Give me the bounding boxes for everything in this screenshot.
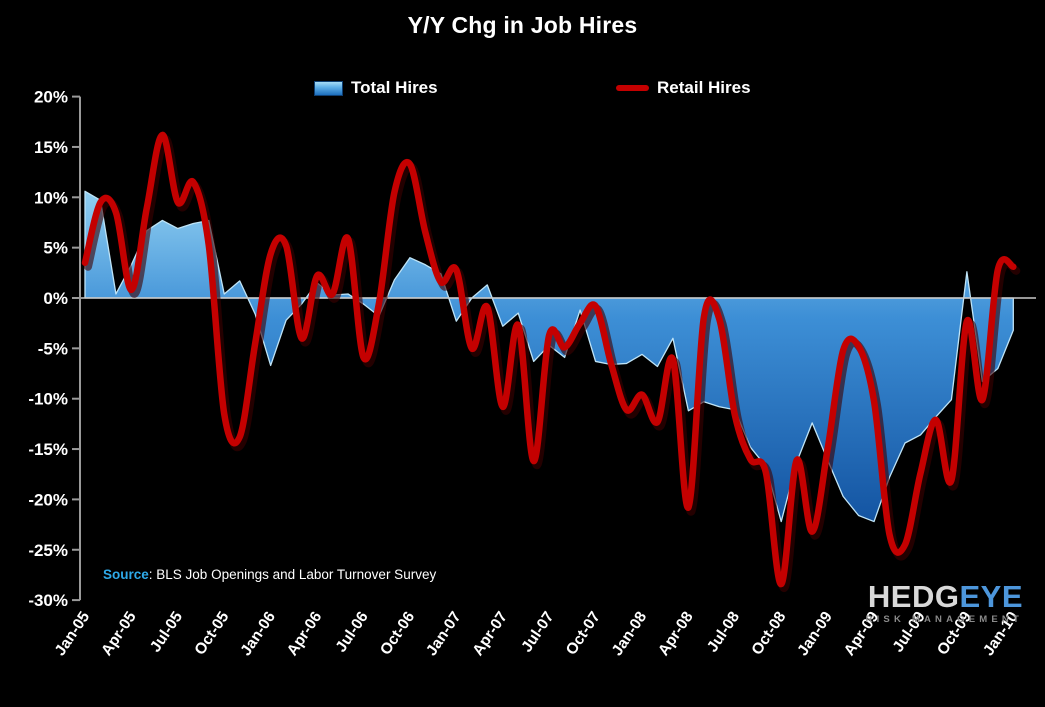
- y-tick-label: 15%: [34, 138, 68, 157]
- x-tick-label: Jul-08: [704, 608, 743, 655]
- logo-subtitle: RISK MANAGEMENT: [865, 614, 1023, 625]
- x-tick-label: Apr-06: [284, 608, 326, 659]
- legend-total-label: Total Hires: [351, 78, 438, 97]
- x-tick-label: Oct-07: [563, 609, 604, 659]
- y-tick-label: -30%: [28, 591, 68, 610]
- hedgeye-logo: HEDGEYE RISK MANAGEMENT: [858, 581, 1023, 625]
- logo-eye: EYE: [959, 579, 1023, 614]
- total-hires-swatch-icon: [314, 80, 343, 96]
- y-tick-label: 0%: [43, 289, 68, 308]
- x-tick-label: Jul-05: [147, 608, 186, 655]
- x-tick-label: Oct-05: [191, 608, 232, 658]
- x-tick-label: Jan-07: [423, 609, 465, 659]
- logo-hedg: HEDG: [867, 579, 960, 614]
- x-tick-label: Jul-06: [333, 608, 372, 655]
- x-tick-label: Apr-05: [98, 608, 140, 659]
- y-tick-label: 5%: [43, 239, 68, 258]
- retail-hires-swatch-icon: [616, 85, 649, 91]
- y-tick-label: 20%: [34, 88, 68, 107]
- x-tick-label: Apr-08: [655, 608, 697, 659]
- x-tick-label: Jan-08: [609, 608, 651, 659]
- y-tick-label: -25%: [28, 541, 68, 560]
- y-tick-label: -15%: [28, 440, 68, 459]
- y-tick-label: -5%: [38, 339, 68, 358]
- legend-retail-label: Retail Hires: [657, 78, 751, 97]
- legend-item-retail-hires: Retail Hires: [616, 78, 751, 98]
- x-tick-label: Jan-05: [52, 608, 94, 659]
- x-tick-label: Jan-06: [237, 608, 279, 659]
- source-label: Source: [103, 567, 149, 582]
- legend-item-total-hires: Total Hires: [314, 78, 438, 98]
- y-tick-label: -20%: [28, 490, 68, 509]
- retail-hires-line: [81, 131, 1017, 588]
- source-text: : BLS Job Openings and Labor Turnover Su…: [148, 567, 437, 582]
- y-tick-label: 10%: [34, 188, 68, 207]
- x-tick-label: Oct-08: [748, 608, 789, 658]
- x-tick-label: Apr-07: [469, 609, 511, 659]
- x-tick-label: Jan-09: [794, 608, 836, 659]
- x-tick-label: Oct-06: [377, 608, 418, 658]
- chart-title: Y/Y Chg in Job Hires: [407, 12, 638, 38]
- x-tick-label: Jul-07: [518, 609, 557, 656]
- source-note: Source: BLS Job Openings and Labor Turno…: [103, 567, 436, 582]
- y-tick-label: -10%: [28, 390, 68, 409]
